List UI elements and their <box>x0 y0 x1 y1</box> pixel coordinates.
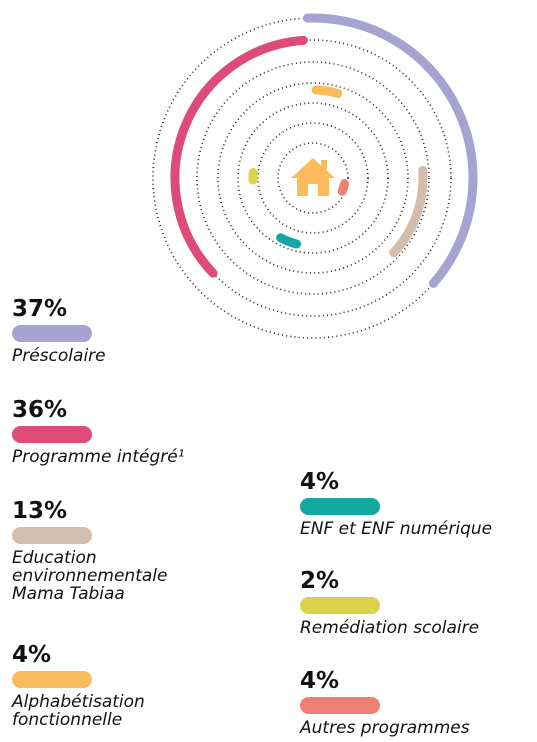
value-label: 4% <box>300 469 340 495</box>
legend-item: 2% Remédiation scolaire <box>300 568 537 637</box>
legend-label: ENF et ENF numérique <box>300 519 493 539</box>
legend-label: Alphabétisation fonctionnelle <box>12 692 145 730</box>
value-label: 4% <box>300 668 340 694</box>
legend-swatch <box>300 597 380 614</box>
value-label: 4% <box>12 642 52 668</box>
radial-chart <box>152 13 478 339</box>
legend-item: 13% Education environnementale Mama Tabia… <box>12 498 212 603</box>
value-label: 13% <box>12 498 68 524</box>
house-chimney <box>321 160 327 170</box>
dotted-ring <box>277 142 349 214</box>
legend-label: Préscolaire <box>12 346 106 366</box>
legend-item: 4% Alphabétisation fonctionnelle <box>12 642 212 729</box>
dotted-ring <box>217 82 409 274</box>
legend-item: 4% ENF et ENF numérique <box>300 469 537 538</box>
legend-swatch <box>12 325 92 342</box>
arc <box>276 233 302 249</box>
legend-swatch <box>12 527 92 544</box>
legend-label: Autres programmes <box>300 718 470 738</box>
house-icon <box>291 158 335 196</box>
dotted-ring <box>196 61 430 295</box>
value-label: 36% <box>12 397 68 423</box>
arc <box>311 85 343 99</box>
legend-swatch <box>12 671 92 688</box>
legend-swatch <box>12 426 92 443</box>
legend-item: 4% Autres programmes <box>300 668 537 737</box>
legend-item: 36% Programme intégré¹ <box>12 397 272 466</box>
arc <box>170 35 308 278</box>
legend-label: Education environnementale Mama Tabiaa <box>12 548 168 604</box>
arc <box>389 165 428 258</box>
arc <box>302 13 478 288</box>
legend-swatch <box>300 498 380 515</box>
dotted-ring <box>257 122 369 234</box>
arc <box>337 179 350 196</box>
legend-label: Programme intégré¹ <box>12 447 185 467</box>
value-label: 2% <box>300 568 340 594</box>
legend-label: Remédiation scolaire <box>300 618 480 638</box>
value-label: 37% <box>12 296 68 322</box>
legend-item: 37% Préscolaire <box>12 296 272 365</box>
dotted-ring <box>237 102 389 254</box>
legend-swatch <box>300 697 380 714</box>
